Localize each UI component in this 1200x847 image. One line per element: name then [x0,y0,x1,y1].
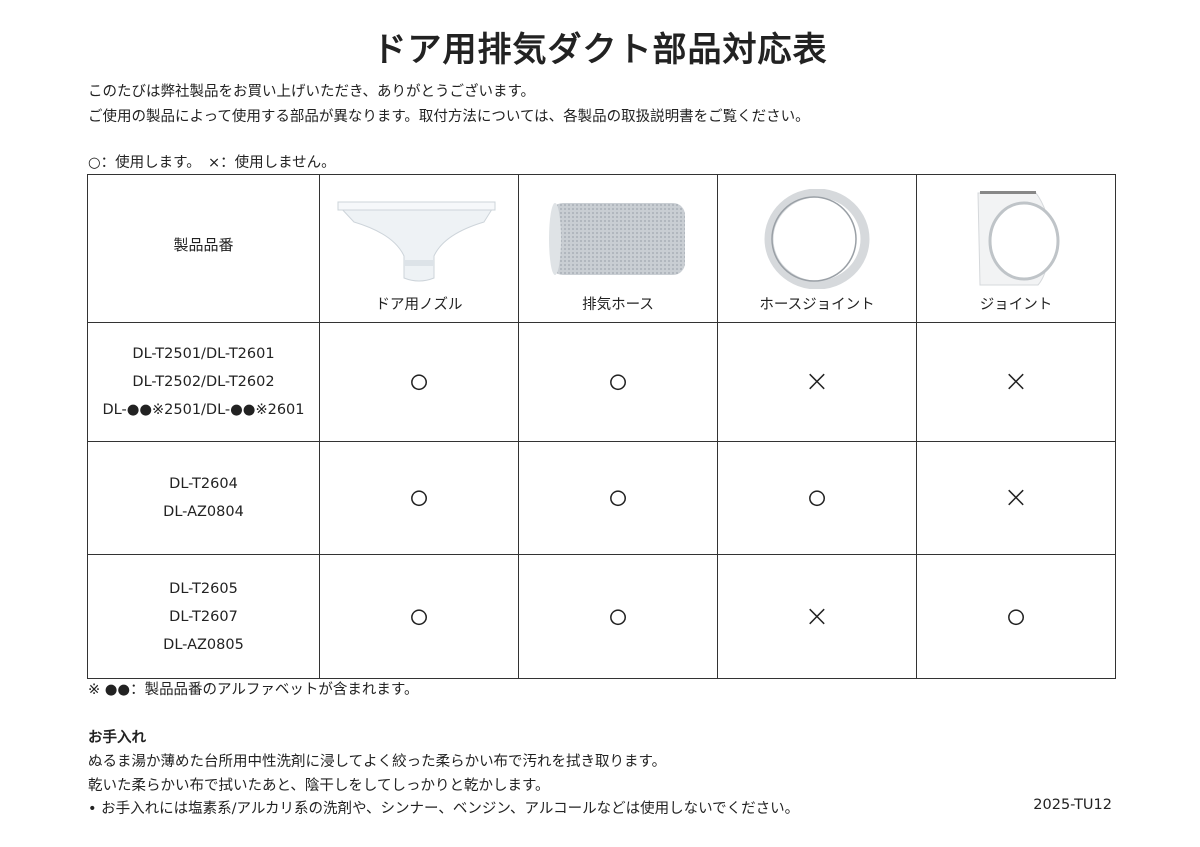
model-number: DL-T2605 [169,580,238,597]
used-mark: ○ [408,477,430,518]
model-cell: DL-T2604 DL-AZ0804 [87,441,320,555]
part-header-joint: ジョイント [916,174,1116,323]
compatibility-cell: × [916,322,1116,442]
model-number: DL-T2501/DL-T2601 [132,346,275,362]
compatibility-cell: ○ [717,441,917,555]
model-number: DL-T2607 [169,608,238,625]
compatibility-cell: × [717,322,917,442]
hose-joint-image [718,189,916,289]
compatibility-cell: ○ [916,554,1116,679]
part-header-exhaust-hose: 排気ホース [518,174,718,323]
table-row: DL-T2604 DL-AZ0804 ○ ○ ○ × [87,441,1116,555]
door-nozzle-image [320,189,518,289]
compatibility-cell: ○ [518,322,718,442]
model-number: DL-AZ0804 [163,504,244,520]
symbol-legend: ○：使用します。 ×：使用しません。 [88,155,336,171]
part-header-hose-joint: ホースジョイント [717,174,917,323]
model-header: 製品品番 [87,174,320,323]
used-mark: ○ [408,361,430,402]
care-warning: • お手入れには塩素系/アルカリ系の洗剤や、シンナー、ベンジン、アルコールなどは… [88,801,800,817]
part-label: ドア用ノズル [375,297,463,313]
table-row: DL-T2605 DL-T2607 DL-AZ0805 ○ ○ × ○ [87,554,1116,679]
part-header-door-nozzle: ドア用ノズル [319,174,519,323]
part-label: 排気ホース [582,297,654,313]
not-used-mark: × [1003,480,1029,515]
not-used-mark: × [804,598,830,634]
footnote: ※ ●●：製品品番のアルファベットが含まれます。 [88,682,419,698]
not-used-mark: × [804,364,830,399]
model-number: DL-T2502/DL-T2602 [132,374,275,390]
table-row: DL-T2501/DL-T2601 DL-T2502/DL-T2602 DL-●●※… [87,322,1116,442]
compatibility-cell: ○ [319,441,519,555]
used-mark: ○ [408,595,430,637]
used-mark: ○ [1005,595,1027,637]
care-heading: お手入れ [88,730,146,746]
model-number: DL-●●※2501/DL-●●※2601 [102,402,305,418]
used-mark: ○ [607,477,629,518]
page-title: ドア用排気ダクト部品対応表 [372,30,828,70]
used-mark: ○ [607,595,629,637]
model-number: DL-T2604 [169,476,238,492]
compatibility-cell: ○ [518,554,718,679]
care-line-1: ぬるま湯か薄めた台所用中性洗剤に浸してよく絞った柔らかい布で汚れを拭き取ります。 [88,754,667,770]
compatibility-cell: ○ [518,441,718,555]
intro-line-1: このたびは弊社製品をお買い上げいただき、ありがとうございます。 [88,84,536,100]
not-used-mark: × [1003,364,1029,399]
exhaust-hose-image [519,189,717,289]
document-code: 2025-TU12 [1033,797,1112,813]
parts-table: 製品品番 ドア用ノズル 排気ホース ホースジョイント ジョイント DL-T25 [87,174,1116,679]
model-number: DL-AZ0805 [163,636,244,653]
used-mark: ○ [806,477,828,518]
table-header-row: 製品品番 ドア用ノズル 排気ホース ホースジョイント ジョイント [87,174,1116,323]
intro-line-2: ご使用の製品によって使用する部品が異なります。取付方法については、各製品の取扱説… [88,109,810,125]
model-cell: DL-T2605 DL-T2607 DL-AZ0805 [87,554,320,679]
compatibility-cell: ○ [319,322,519,442]
part-label: ジョイント [979,297,1053,313]
compatibility-cell: ○ [319,554,519,679]
care-line-2: 乾いた柔らかい布で拭いたあと、陰干しをしてしっかりと乾かします。 [88,778,550,794]
used-mark: ○ [607,361,629,402]
compatibility-cell: × [717,554,917,679]
joint-image [917,189,1115,289]
compatibility-cell: × [916,441,1116,555]
model-cell: DL-T2501/DL-T2601 DL-T2502/DL-T2602 DL-●●※… [87,322,320,442]
part-label: ホースジョイント [759,297,875,313]
